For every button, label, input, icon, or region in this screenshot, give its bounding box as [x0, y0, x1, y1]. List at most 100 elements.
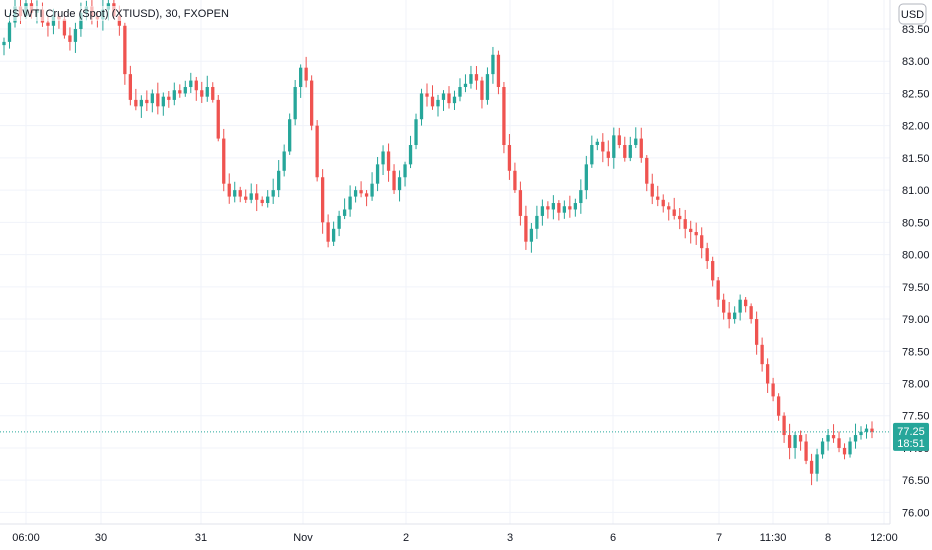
- candle: [733, 306, 737, 324]
- candle: [672, 197, 676, 220]
- candle: [798, 430, 803, 451]
- candle: [480, 76, 484, 109]
- candle: [485, 67, 490, 105]
- candle: [617, 127, 621, 149]
- candle: [474, 66, 479, 90]
- candle: [189, 72, 193, 94]
- candle: [386, 143, 391, 182]
- candle: [233, 181, 237, 203]
- candle: [161, 92, 165, 116]
- candle: [458, 78, 462, 102]
- candle: [771, 377, 775, 402]
- candle: [320, 169, 325, 234]
- candle: [463, 74, 468, 93]
- candle: [216, 94, 220, 142]
- chart-title: US WTI Crude (Spot) (XTIUSD), 30, FXOPEN: [4, 8, 229, 20]
- candle: [342, 198, 347, 220]
- candle: [864, 424, 869, 439]
- candle: [727, 301, 731, 329]
- candle: [359, 181, 363, 198]
- candle: [529, 223, 534, 253]
- candle: [743, 297, 748, 313]
- candle: [315, 120, 319, 182]
- candle: [853, 423, 858, 449]
- candle: [595, 138, 599, 151]
- candle: [826, 429, 830, 451]
- candle: [260, 196, 264, 207]
- y-tick-label: 76.00: [902, 507, 930, 519]
- candle: [815, 448, 819, 482]
- currency-label: USD: [901, 9, 924, 21]
- candle: [738, 294, 742, 321]
- candle: [397, 170, 402, 202]
- candle: [172, 82, 176, 106]
- candle: [211, 82, 215, 103]
- candle: [222, 128, 226, 192]
- y-tick-label: 78.00: [902, 378, 930, 390]
- candle: [304, 56, 308, 88]
- time-axis[interactable]: 06:00 30 31 Nov 2 3 6 7 11:30 8 12:00: [0, 523, 932, 550]
- candle: [408, 135, 413, 169]
- candle: [546, 201, 550, 219]
- candle: [293, 80, 297, 126]
- y-tick-label: 83.00: [902, 56, 930, 68]
- candle: [848, 437, 852, 458]
- candle: [502, 81, 506, 154]
- candle-series: [2, 0, 874, 486]
- last-price-badge: 77.25 18:51: [893, 422, 929, 451]
- candle: [705, 242, 709, 269]
- candle: [678, 207, 682, 230]
- y-tick-label: 81.50: [902, 153, 930, 165]
- y-tick-label: 82.00: [902, 121, 930, 133]
- candle: [793, 431, 797, 459]
- candle: [683, 209, 687, 239]
- candle: [73, 22, 78, 53]
- candle: [804, 434, 808, 465]
- candle: [573, 198, 577, 217]
- candle: [288, 113, 292, 155]
- candle: [381, 145, 385, 176]
- usd-button[interactable]: USD: [898, 3, 927, 25]
- candle: [68, 27, 72, 51]
- candle: [782, 412, 786, 443]
- candle: [282, 144, 286, 177]
- candle: [249, 183, 253, 204]
- candle: [436, 94, 440, 117]
- candle: [842, 443, 847, 460]
- candle: [123, 22, 127, 85]
- candle: [584, 155, 588, 200]
- candle: [419, 88, 424, 126]
- candle: [870, 421, 874, 439]
- candle: [716, 276, 720, 307]
- candle: [820, 438, 825, 459]
- candle: [661, 194, 665, 213]
- candle: [689, 220, 693, 244]
- candle: [562, 200, 567, 219]
- candle: [200, 81, 204, 103]
- candle: [694, 222, 698, 245]
- candle: [441, 90, 446, 111]
- candle: [178, 84, 182, 98]
- candle: [524, 205, 528, 250]
- candle: [513, 162, 517, 193]
- candle: [469, 65, 473, 89]
- y-tick-label: 79.50: [902, 282, 930, 294]
- y-tick-label: 79.00: [902, 314, 930, 326]
- candle: [447, 86, 451, 109]
- candle: [452, 90, 457, 110]
- candle: [612, 127, 616, 169]
- candle: [331, 221, 336, 246]
- candle: [205, 75, 209, 102]
- candle: [809, 453, 814, 486]
- candle: [156, 82, 160, 115]
- candle: [568, 195, 572, 218]
- candle: [722, 293, 726, 320]
- candle: [150, 89, 154, 113]
- x-tick-label: 06:00: [12, 532, 40, 544]
- y-tick-label: 78.50: [902, 346, 930, 358]
- candle: [364, 190, 369, 207]
- candle: [776, 393, 781, 421]
- x-tick-label: 30: [95, 532, 107, 544]
- candle: [414, 113, 418, 150]
